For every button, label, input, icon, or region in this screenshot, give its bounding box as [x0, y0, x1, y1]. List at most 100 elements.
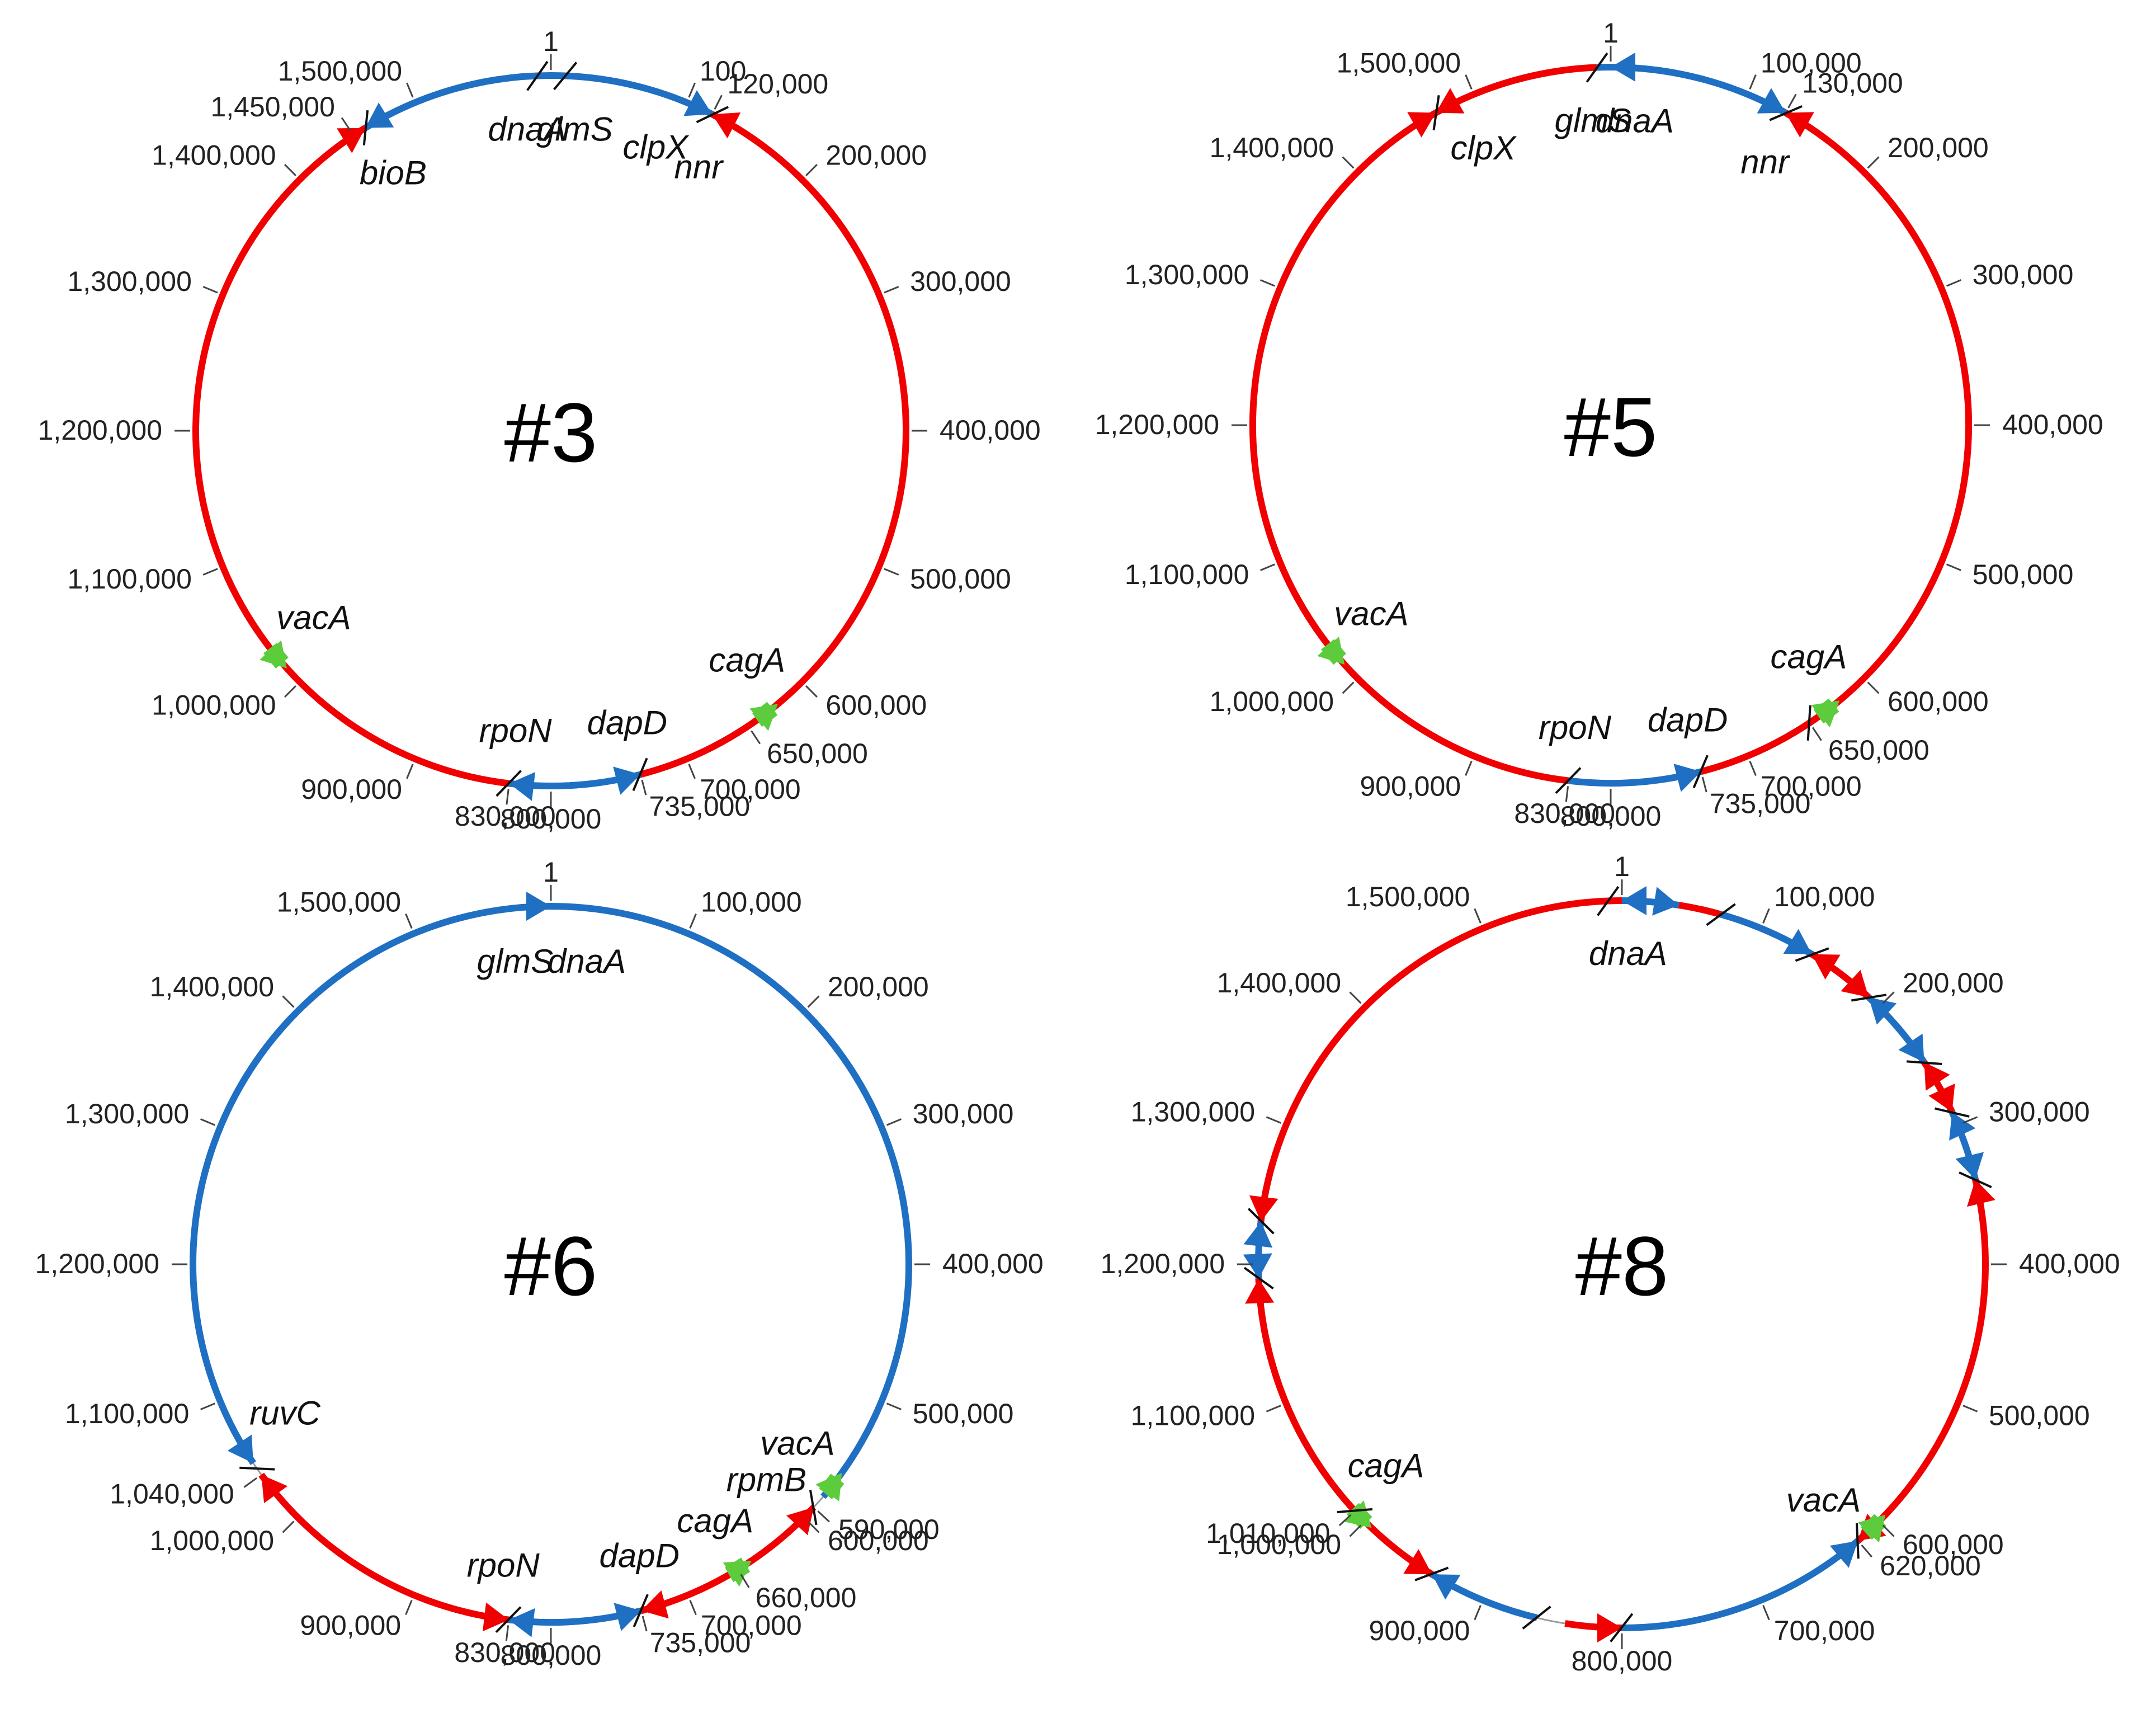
position-label: 400,000	[2019, 1248, 2120, 1279]
gene-label-vacA: vacA	[760, 1424, 834, 1462]
segment-arc-blue	[190, 903, 551, 1465]
position-tick	[641, 1616, 648, 1632]
gene-label-dapD: dapD	[587, 704, 667, 742]
position-tick	[689, 914, 697, 929]
segment-arrowhead	[683, 90, 713, 116]
position-label: 300,000	[1973, 259, 2074, 290]
segment-arrowhead	[1432, 1574, 1461, 1600]
position-tick	[1465, 760, 1473, 776]
gene-label-cagA: cagA	[677, 1502, 753, 1539]
breakpoint-tick	[633, 1594, 649, 1627]
gene-label-bioB: bioB	[360, 154, 427, 192]
position-label: 1,010,000	[1206, 1518, 1330, 1549]
gene-label-vacA: vacA	[276, 599, 351, 636]
gene-label-rpmB: rpmB	[726, 1461, 806, 1498]
segment-arrowhead	[1829, 1541, 1858, 1568]
position-tick	[506, 789, 509, 805]
segment-arrowhead	[1949, 1112, 1976, 1141]
position-label: 800,000	[501, 803, 602, 835]
segment-arrowhead	[1955, 1152, 1984, 1180]
segment-arrowhead	[509, 772, 536, 801]
position-label: 1,300,000	[1131, 1096, 1255, 1127]
gene-arrowhead-cagA	[749, 704, 778, 731]
position-label: 1,000,000	[1217, 1529, 1341, 1560]
segment-arrowhead	[1967, 1179, 1995, 1207]
segment-arrowhead	[1243, 1253, 1272, 1279]
map-title: #8	[1575, 1219, 1669, 1313]
gene-arrowhead-cagA	[1811, 700, 1839, 728]
position-label: 1,300,000	[1125, 259, 1249, 290]
position-tick	[284, 164, 296, 176]
position-tick	[1266, 1405, 1281, 1413]
position-label: 1	[1603, 17, 1619, 49]
position-tick	[505, 1625, 509, 1641]
segment-arrowhead	[1407, 112, 1436, 138]
position-label: 700,000	[1761, 771, 1862, 802]
gene-label-clpX: clpX	[623, 128, 690, 166]
position-label: 100,000	[1774, 881, 1875, 912]
segment-arrowhead	[613, 766, 641, 795]
segment-arrowhead	[1757, 88, 1786, 114]
position-label: 1,500,000	[277, 886, 401, 917]
gene-arrowhead-vacA	[260, 640, 287, 668]
position-tick	[200, 1402, 216, 1410]
position-tick	[751, 730, 761, 745]
segment-arrowhead	[641, 1590, 669, 1619]
position-tick	[1787, 93, 1797, 109]
position-label: 500,000	[910, 563, 1011, 595]
segment-arrowhead	[1245, 1278, 1275, 1304]
position-tick	[807, 1520, 820, 1533]
position-tick	[740, 1574, 750, 1588]
position-tick	[817, 1510, 830, 1523]
position-label: 500,000	[1973, 559, 2074, 590]
breakpoint-tick	[1555, 767, 1582, 794]
position-tick	[405, 1599, 413, 1615]
gene-arrowhead-vacA	[815, 1473, 842, 1501]
segment-arc-red	[258, 1472, 509, 1623]
gene-label-vacA: vacA	[1334, 595, 1408, 632]
position-label: 500,000	[913, 1398, 1014, 1429]
breakpoint-tick	[1851, 994, 1887, 1002]
position-label: 650,000	[1828, 735, 1929, 766]
position-label: 1,200,000	[35, 1248, 159, 1279]
segment-arrowhead	[1924, 1062, 1950, 1091]
position-label: 1,200,000	[1101, 1248, 1225, 1279]
position-tick	[688, 82, 696, 98]
breakpoint-tick	[696, 106, 729, 124]
position-label: 1,500,000	[278, 55, 402, 87]
breakpoint-tick	[362, 110, 369, 145]
segment-arrowhead	[1622, 886, 1647, 915]
position-tick	[284, 685, 296, 698]
breakpoint-tick	[1610, 1613, 1634, 1642]
segment-arc-red	[1249, 110, 1569, 784]
gene-label-dapD: dapD	[1648, 701, 1728, 738]
position-label: 400,000	[942, 1248, 1044, 1279]
gene-label-glmS: glmS	[477, 943, 554, 980]
position-tick	[805, 164, 818, 176]
position-tick	[807, 995, 820, 1008]
breakpoint-tick	[1959, 1171, 1992, 1189]
position-tick	[688, 764, 696, 779]
position-label: 700,000	[1774, 1615, 1875, 1646]
position-tick	[1867, 156, 1880, 169]
position-tick	[1962, 1405, 1978, 1413]
position-tick	[1762, 1605, 1770, 1621]
segment-arrowhead	[1841, 969, 1869, 997]
position-label: 1,200,000	[1095, 409, 1219, 440]
position-label: 400,000	[2002, 409, 2103, 440]
position-label: 300,000	[913, 1098, 1014, 1129]
position-label: 1,400,000	[1217, 967, 1341, 999]
position-tick	[200, 1118, 216, 1126]
position-label: 830,000	[1514, 798, 1615, 829]
position-tick	[202, 568, 218, 576]
segment-arrowhead	[614, 1603, 641, 1631]
segment-arc-red	[1678, 902, 1722, 918]
position-tick	[1338, 1514, 1352, 1527]
position-tick	[341, 117, 351, 131]
gene-label-glmS: glmS	[1555, 102, 1631, 139]
position-tick	[1946, 279, 1961, 287]
position-label: 1,100,000	[1131, 1400, 1255, 1432]
segment-arc-red	[192, 125, 510, 787]
segment-arrowhead	[526, 892, 551, 921]
